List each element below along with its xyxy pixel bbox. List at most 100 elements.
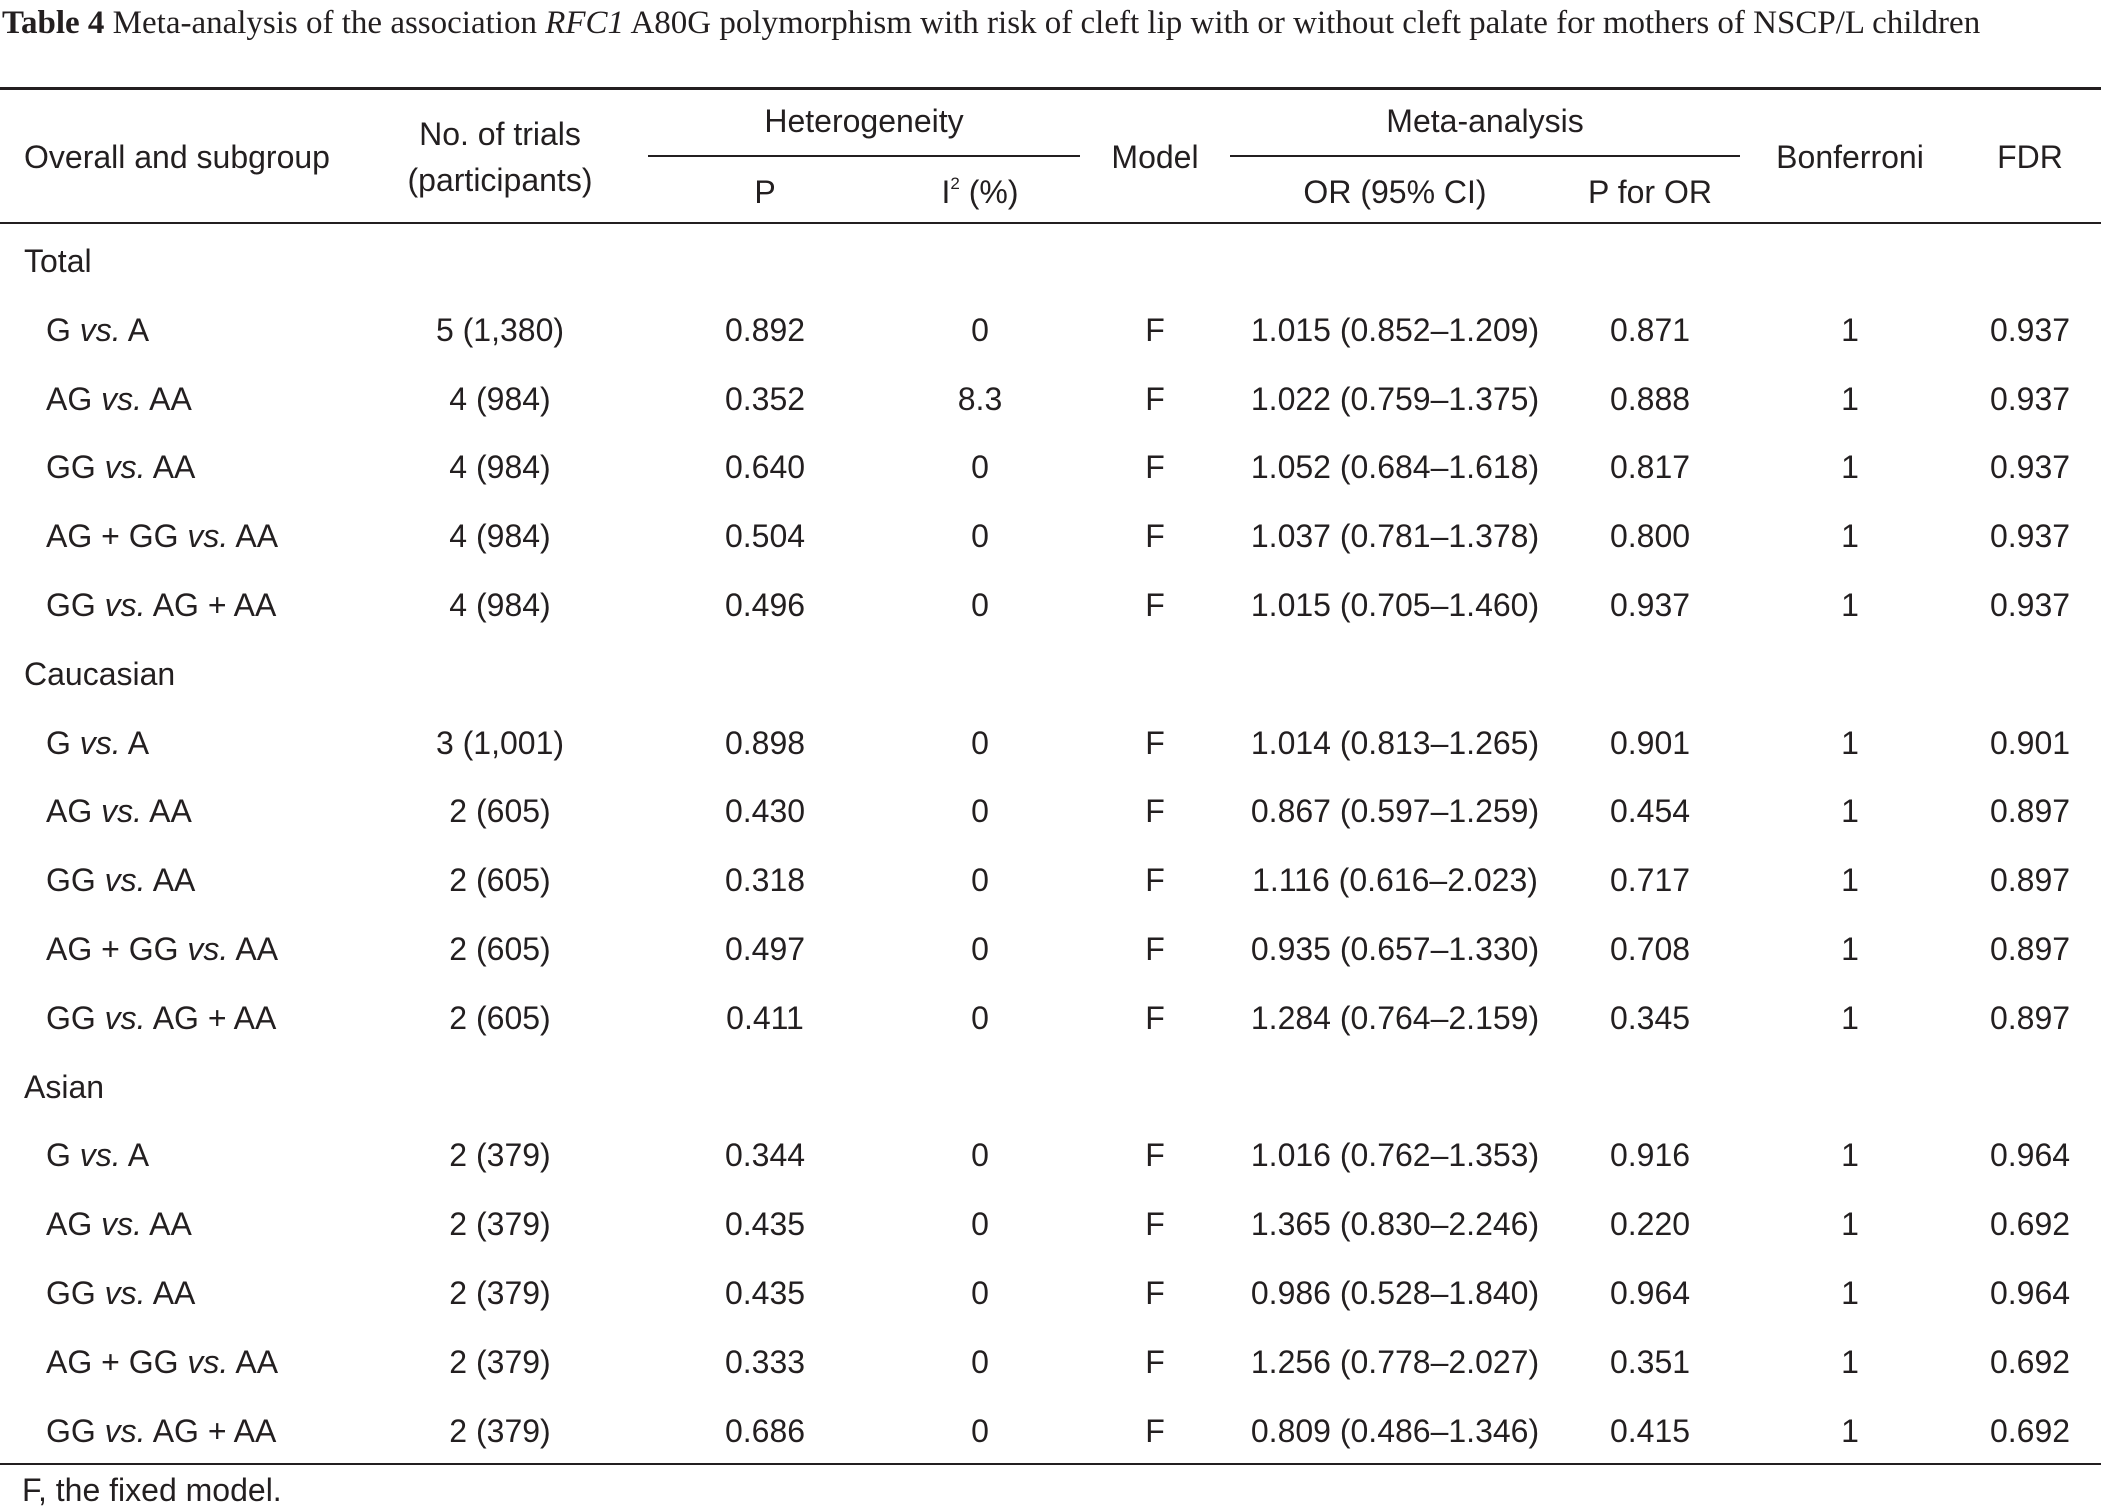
cell-model: F	[1145, 999, 1165, 1036]
comparison-b: A	[127, 1137, 150, 1174]
cell-bonferroni: 1	[1841, 311, 1859, 348]
heterogeneity-rule	[648, 155, 1080, 157]
cell-or: 1.022 (0.759–1.375)	[1250, 380, 1540, 417]
comparison-a: G	[46, 311, 71, 348]
cell-comparison: GG vs. AG + AA	[46, 586, 276, 624]
cell-fdr: 0.897	[1989, 862, 2071, 899]
cell-trials: 2 (605)	[449, 931, 551, 967]
comparison-a: AG + GG	[46, 1343, 179, 1380]
cell-p-or: 0.454	[1609, 793, 1691, 830]
cell-model: F	[1145, 1412, 1165, 1449]
cell-or: 1.365 (0.830–2.246)	[1250, 1206, 1540, 1243]
comparison-a: GG	[46, 587, 96, 623]
comparison-b: AG + AA	[152, 999, 277, 1036]
cell-bonferroni: 1	[1841, 1412, 1859, 1449]
comparison-a: GG	[46, 1275, 96, 1311]
cell-bonferroni: 1	[1841, 587, 1859, 623]
cell-model: F	[1145, 587, 1165, 623]
cell-bonferroni: 1	[1841, 931, 1859, 967]
cell-p-or: 0.708	[1609, 931, 1691, 967]
cell-p: 0.344	[724, 1137, 806, 1174]
cell-p: 0.430	[724, 793, 806, 830]
header-i2: I2 (%)	[880, 173, 1080, 211]
header-p-or: P for OR	[1588, 174, 1712, 210]
cell-i2: 0	[971, 449, 989, 486]
cell-p-or: 0.937	[1609, 587, 1691, 623]
caption-text-2: A80G polymorphism with risk of cleft lip…	[624, 5, 1981, 41]
cell-comparison: GG vs. AA	[46, 1274, 195, 1312]
header-meta: Meta-analysis	[1386, 103, 1584, 139]
cell-bonferroni: 1	[1841, 724, 1859, 761]
comparison-b: AA	[152, 449, 196, 486]
cell-trials: 2 (605)	[449, 999, 551, 1036]
comparison-a: AG	[46, 1206, 93, 1243]
vs-text: vs.	[104, 1412, 146, 1449]
comparison-a: AG	[46, 793, 93, 830]
cell-p-or: 0.220	[1609, 1206, 1691, 1243]
header-model: Model	[1111, 139, 1199, 175]
cell-p: 0.318	[724, 862, 806, 899]
cell-model: F	[1145, 1206, 1165, 1243]
cell-p-or: 0.351	[1609, 1343, 1691, 1380]
header-p: P	[754, 174, 776, 210]
cell-model: F	[1145, 1343, 1165, 1380]
cell-model: F	[1145, 931, 1165, 967]
cell-i2: 0	[971, 1343, 989, 1380]
cell-or: 0.986 (0.528–1.840)	[1250, 1275, 1540, 1311]
vs-text: vs.	[79, 724, 121, 761]
caption-text-1: Meta-analysis of the association	[104, 5, 546, 41]
cell-or: 1.037 (0.781–1.378)	[1250, 518, 1540, 555]
vs-text: vs.	[187, 1343, 229, 1380]
cell-i2: 8.3	[957, 380, 1003, 417]
comparison-a: GG	[46, 449, 96, 486]
cell-comparison: GG vs. AG + AA	[46, 1412, 276, 1450]
cell-p: 0.435	[724, 1206, 806, 1243]
cell-bonferroni: 1	[1841, 449, 1859, 486]
cell-bonferroni: 1	[1841, 1137, 1859, 1174]
cell-or: 1.016 (0.762–1.353)	[1250, 1137, 1540, 1174]
header-bonferroni: Bonferroni	[1776, 139, 1924, 175]
cell-trials: 2 (379)	[449, 1206, 551, 1243]
cell-comparison: GG vs. AG + AA	[46, 999, 276, 1037]
cell-fdr: 0.937	[1989, 587, 2071, 623]
cell-trials: 4 (984)	[449, 587, 551, 623]
cell-or: 1.014 (0.813–1.265)	[1250, 724, 1540, 761]
cell-fdr: 0.937	[1989, 449, 2071, 486]
vs-text: vs.	[104, 1275, 146, 1311]
cell-i2: 0	[971, 862, 989, 899]
cell-p: 0.497	[724, 931, 806, 967]
cell-comparison: AG vs. AA	[46, 792, 192, 830]
comparison-a: AG + GG	[46, 931, 179, 967]
comparison-a: AG + GG	[46, 518, 179, 555]
cell-i2: 0	[971, 587, 989, 623]
cell-fdr: 0.901	[1989, 724, 2071, 761]
cell-p-or: 0.345	[1609, 999, 1691, 1036]
cell-fdr: 0.937	[1989, 311, 2071, 348]
group-heading: Asian	[24, 1068, 105, 1105]
cell-trials: 4 (984)	[449, 518, 551, 555]
cell-trials: 2 (379)	[449, 1412, 551, 1449]
header-trials-2: (participants)	[407, 162, 593, 198]
cell-i2: 0	[971, 931, 989, 967]
cell-comparison: G vs. A	[46, 724, 149, 762]
cell-i2: 0	[971, 724, 989, 761]
cell-trials: 2 (379)	[449, 1137, 551, 1174]
cell-fdr: 0.897	[1989, 931, 2071, 967]
comparison-b: AA	[152, 1275, 196, 1311]
vs-text: vs.	[101, 1206, 143, 1243]
cell-comparison: GG vs. AA	[46, 448, 195, 486]
cell-fdr: 0.964	[1989, 1137, 2071, 1174]
comparison-b: AA	[149, 1206, 192, 1243]
cell-fdr: 0.692	[1989, 1206, 2071, 1243]
comparison-b: AA	[235, 518, 279, 555]
cell-p-or: 0.901	[1609, 724, 1691, 761]
vs-text: vs.	[79, 311, 121, 348]
cell-p-or: 0.800	[1609, 518, 1691, 555]
cell-comparison: GG vs. AA	[46, 861, 195, 899]
cell-fdr: 0.964	[1989, 1275, 2071, 1311]
vs-text: vs.	[101, 380, 143, 417]
cell-comparison: G vs. A	[46, 1136, 149, 1174]
cell-p: 0.411	[726, 999, 804, 1036]
cell-p: 0.496	[724, 587, 806, 623]
group-heading: Caucasian	[24, 655, 176, 692]
